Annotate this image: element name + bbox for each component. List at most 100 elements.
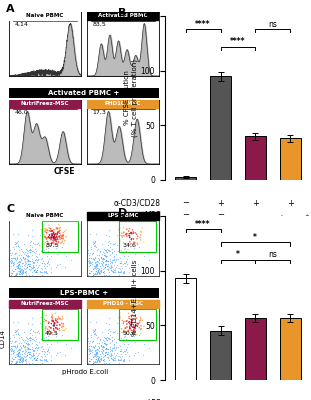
Point bbox=[103, 273, 108, 279]
Point bbox=[60, 233, 65, 239]
Point bbox=[40, 230, 45, 236]
Point bbox=[57, 233, 62, 240]
Point bbox=[10, 349, 15, 356]
Point bbox=[42, 269, 47, 275]
Point bbox=[103, 345, 108, 352]
Point bbox=[11, 268, 16, 274]
Point bbox=[13, 360, 18, 367]
Point bbox=[95, 357, 100, 363]
Point bbox=[57, 327, 62, 334]
Point bbox=[24, 256, 29, 262]
Point bbox=[117, 336, 122, 343]
Point bbox=[119, 232, 124, 239]
Point bbox=[17, 271, 22, 278]
Point bbox=[47, 232, 52, 238]
Point bbox=[105, 258, 110, 264]
Point bbox=[93, 238, 98, 244]
Point bbox=[120, 265, 125, 271]
Point bbox=[30, 244, 35, 250]
Point bbox=[23, 344, 28, 350]
Point bbox=[46, 234, 51, 241]
Point bbox=[17, 347, 22, 353]
Point bbox=[101, 260, 106, 266]
Point bbox=[29, 233, 34, 239]
Point bbox=[108, 248, 113, 254]
Point bbox=[11, 343, 16, 350]
Text: −: − bbox=[217, 211, 224, 220]
Point bbox=[15, 327, 20, 333]
Point bbox=[58, 315, 63, 322]
Point bbox=[93, 326, 98, 332]
Point bbox=[49, 233, 54, 239]
Point bbox=[35, 356, 40, 363]
Point bbox=[44, 235, 49, 241]
Point bbox=[121, 327, 126, 334]
Point bbox=[41, 348, 46, 354]
Point bbox=[121, 230, 126, 236]
Point bbox=[107, 252, 112, 258]
Point bbox=[22, 328, 27, 335]
Point bbox=[26, 348, 31, 355]
Point bbox=[31, 267, 36, 273]
Point bbox=[121, 320, 126, 326]
Text: CD14: CD14 bbox=[0, 329, 6, 348]
Point bbox=[40, 260, 45, 266]
Point bbox=[44, 312, 49, 319]
Point bbox=[46, 347, 51, 353]
Point bbox=[27, 350, 32, 357]
Point bbox=[24, 269, 29, 276]
Point bbox=[105, 327, 110, 333]
Point bbox=[100, 328, 104, 335]
Point bbox=[21, 260, 26, 266]
Point bbox=[38, 226, 43, 232]
Point bbox=[122, 260, 127, 266]
Text: CFSE: CFSE bbox=[54, 167, 76, 176]
Point bbox=[45, 248, 50, 254]
Point bbox=[95, 350, 100, 357]
Point bbox=[9, 270, 14, 276]
Point bbox=[28, 346, 33, 352]
Point bbox=[87, 255, 92, 261]
Point bbox=[119, 351, 124, 358]
Point bbox=[113, 256, 118, 262]
Point bbox=[121, 224, 126, 231]
Point bbox=[100, 269, 105, 275]
Point bbox=[103, 252, 108, 258]
Point bbox=[96, 340, 101, 346]
Point bbox=[118, 238, 123, 244]
Point bbox=[111, 356, 116, 363]
Point bbox=[19, 270, 24, 276]
Point bbox=[61, 240, 66, 247]
Point bbox=[104, 266, 109, 272]
Point bbox=[115, 357, 120, 363]
Point bbox=[31, 355, 36, 361]
Text: pHrodo E.coli: pHrodo E.coli bbox=[62, 369, 108, 375]
Point bbox=[94, 262, 99, 269]
Point bbox=[98, 249, 103, 256]
Point bbox=[97, 266, 102, 272]
Point bbox=[31, 259, 36, 266]
Point bbox=[61, 236, 66, 242]
Point bbox=[113, 355, 118, 361]
Point bbox=[92, 260, 97, 266]
Point bbox=[12, 254, 17, 261]
Bar bbox=[210, 331, 231, 380]
Point bbox=[25, 264, 30, 270]
Point bbox=[129, 230, 134, 236]
Point bbox=[96, 343, 101, 350]
Point bbox=[16, 350, 21, 357]
Point bbox=[94, 350, 99, 357]
Point bbox=[57, 233, 62, 240]
Point bbox=[27, 253, 32, 259]
Point bbox=[106, 325, 111, 332]
Point bbox=[131, 327, 136, 334]
Point bbox=[95, 264, 100, 271]
Point bbox=[51, 234, 56, 240]
Point bbox=[17, 350, 22, 357]
Point bbox=[132, 239, 137, 246]
Point bbox=[86, 348, 91, 354]
Point bbox=[109, 355, 114, 361]
Point bbox=[15, 262, 20, 269]
Point bbox=[53, 235, 58, 242]
Point bbox=[132, 264, 137, 270]
